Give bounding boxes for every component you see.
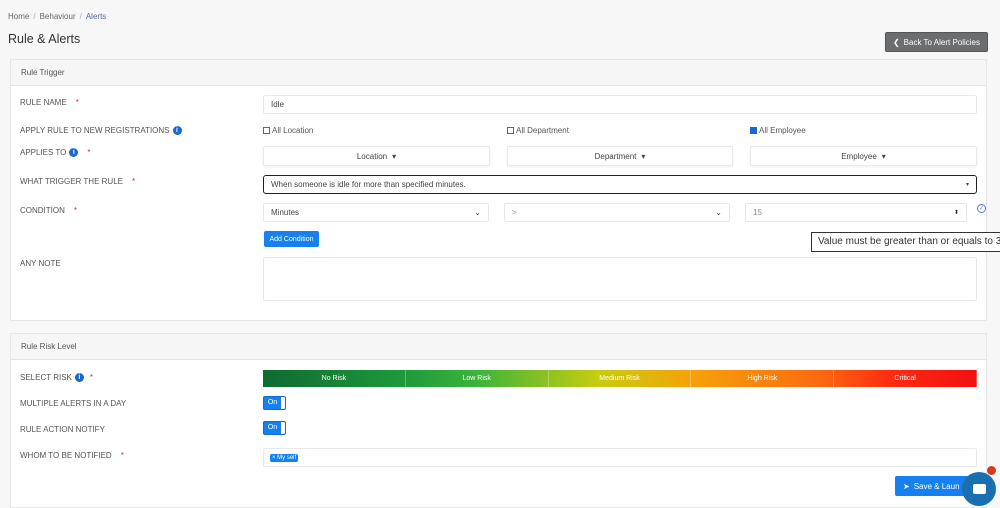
all-employee-checkbox[interactable]: All Employee <box>750 126 806 135</box>
risk-level-selector: No Risk Low Risk Medium Risk High Risk C… <box>263 370 977 387</box>
caret-down-icon: ▾ <box>965 182 969 188</box>
add-condition-button[interactable]: Add Condition <box>264 231 319 247</box>
myself-tag[interactable]: × My self <box>270 453 299 462</box>
check-circle-icon: ✓ <box>977 204 986 213</box>
all-location-checkbox[interactable]: All Location <box>263 126 313 135</box>
info-icon: i <box>69 148 79 157</box>
back-to-alert-policies-button[interactable]: ❮ Back To Alert Policies <box>885 32 988 52</box>
employee-dropdown[interactable]: Employee ▾ <box>750 146 977 166</box>
risk-medium-risk[interactable]: Medium Risk <box>549 370 692 387</box>
risk-critical[interactable]: Critical <box>834 370 977 387</box>
validation-tooltip: Value must be greater than or equals to … <box>811 232 1000 252</box>
condition-value-input[interactable]: 15 ⬍ <box>745 203 967 222</box>
info-icon: i <box>74 373 84 382</box>
risk-high-risk[interactable]: High Risk <box>691 370 835 387</box>
condition-operator-select[interactable]: > ⌄ <box>504 203 730 222</box>
applies-to-label: APPLIES TO i * <box>20 148 91 157</box>
page-title: Rule & Alerts <box>8 32 81 46</box>
any-note-textarea[interactable] <box>263 257 977 301</box>
department-dropdown[interactable]: Department ▾ <box>507 146 733 166</box>
rule-risk-card: Rule Risk Level <box>10 333 987 508</box>
chevron-down-icon: ⌄ <box>715 208 722 217</box>
rocket-icon: ➤ <box>903 481 910 491</box>
multiple-alerts-toggle[interactable]: On <box>263 396 286 410</box>
whom-notified-input[interactable]: × My self <box>263 448 977 467</box>
what-trigger-label: WHAT TRIGGER THE RULE * <box>20 177 136 186</box>
chevron-left-icon: ❮ <box>892 37 900 47</box>
breadcrumb-home[interactable]: Home <box>8 12 30 21</box>
notification-badge <box>987 466 996 475</box>
breadcrumb-alerts: Alerts <box>85 12 107 21</box>
risk-no-risk[interactable]: No Risk <box>263 370 406 387</box>
caret-down-icon: ▾ <box>881 151 886 161</box>
what-trigger-select[interactable]: When someone is idle for more than speci… <box>263 175 977 194</box>
any-note-label: ANY NOTE <box>20 259 61 268</box>
risk-low-risk[interactable]: Low Risk <box>406 370 549 387</box>
all-department-checkbox[interactable]: All Department <box>507 126 569 135</box>
whom-notified-label: WHOM TO BE NOTIFIED * <box>20 451 124 460</box>
chat-icon <box>972 484 986 494</box>
rule-name-input[interactable]: Idle <box>263 95 977 114</box>
save-and-launch-button[interactable]: ➤ Save & Laun <box>895 476 975 496</box>
rule-action-notify-label: RULE ACTION NOTIFY <box>20 425 105 434</box>
select-risk-label: SELECT RISK i * <box>20 373 93 382</box>
location-dropdown[interactable]: Location ▾ <box>263 146 490 166</box>
condition-unit-select[interactable]: Minutes ⌄ <box>263 203 489 222</box>
rule-action-notify-toggle[interactable]: On <box>263 421 286 435</box>
rule-trigger-header: Rule Trigger <box>11 60 986 86</box>
rule-risk-header: Rule Risk Level <box>11 334 986 360</box>
multiple-alerts-label: MULTIPLE ALERTS IN A DAY <box>20 399 127 408</box>
chevron-down-icon: ⌄ <box>474 208 481 217</box>
back-label: Back To Alert Policies <box>903 37 981 47</box>
breadcrumb-behaviour[interactable]: Behaviour <box>39 12 76 21</box>
caret-down-icon: ▾ <box>392 151 397 161</box>
condition-label: CONDITION * <box>20 206 78 215</box>
apply-new-registrations-label: APPLY RULE TO NEW REGISTRATIONS i <box>20 126 182 135</box>
caret-down-icon: ▾ <box>641 151 646 161</box>
breadcrumb: Home / Behaviour / Alerts <box>8 12 107 21</box>
info-icon: i <box>172 126 182 135</box>
spinner-icon: ⬍ <box>953 210 959 216</box>
rule-name-label: RULE NAME * <box>20 98 79 107</box>
chat-widget-button[interactable] <box>962 472 996 506</box>
